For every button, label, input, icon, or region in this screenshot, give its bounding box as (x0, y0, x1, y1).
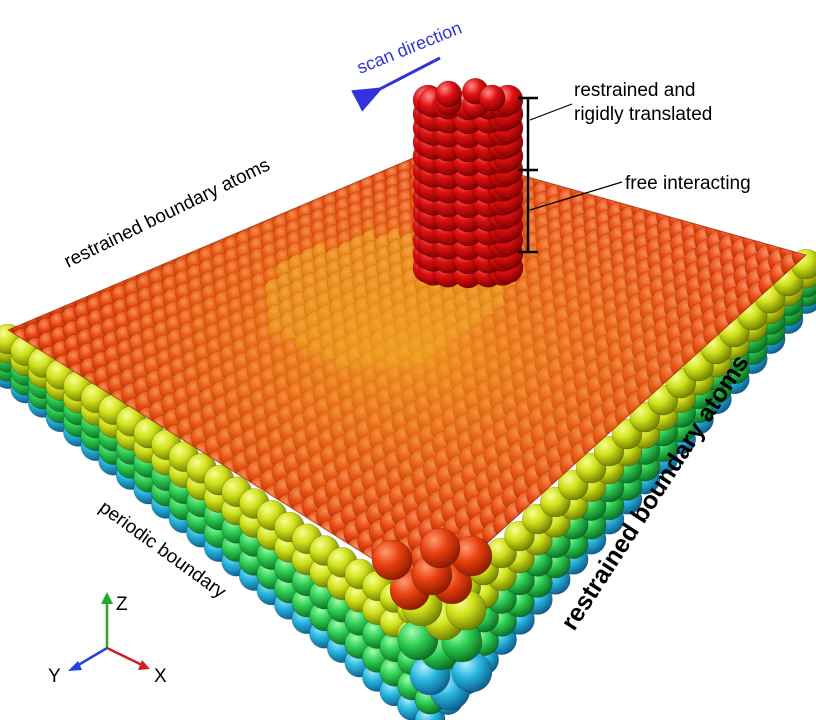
corner-atom (419, 527, 461, 569)
free-bracket (518, 170, 538, 254)
substrate-layers (0, 248, 816, 720)
x-axis-label: X (154, 666, 167, 687)
tip-cylinder (412, 78, 524, 289)
restrained-rigid-label-line2: rigidly translated (574, 104, 712, 125)
free-leader-line (529, 181, 623, 211)
x-axis-line (106, 646, 143, 667)
tip-cap-atom (478, 84, 506, 112)
tip-cap-atom (435, 80, 462, 108)
restrained-leader-line (529, 103, 573, 121)
y-axis-label: Y (48, 666, 61, 687)
corner-atom (371, 539, 413, 581)
y-axis-arrowhead (68, 661, 82, 671)
z-axis-arrowhead (101, 592, 113, 604)
z-axis-label: Z (116, 594, 128, 615)
scan-direction-label: scan direction (354, 18, 464, 78)
slab-outline (6, 149, 808, 596)
restrained-rigid-label-line1: restrained and (574, 80, 695, 101)
scan-direction-arrow (351, 56, 441, 112)
x-axis-arrowhead (138, 660, 150, 670)
y-axis-line (74, 646, 108, 669)
free-interacting-label: free interacting (625, 173, 751, 194)
axis-triad: Z Y X (48, 592, 167, 687)
corner-atoms (371, 527, 493, 711)
